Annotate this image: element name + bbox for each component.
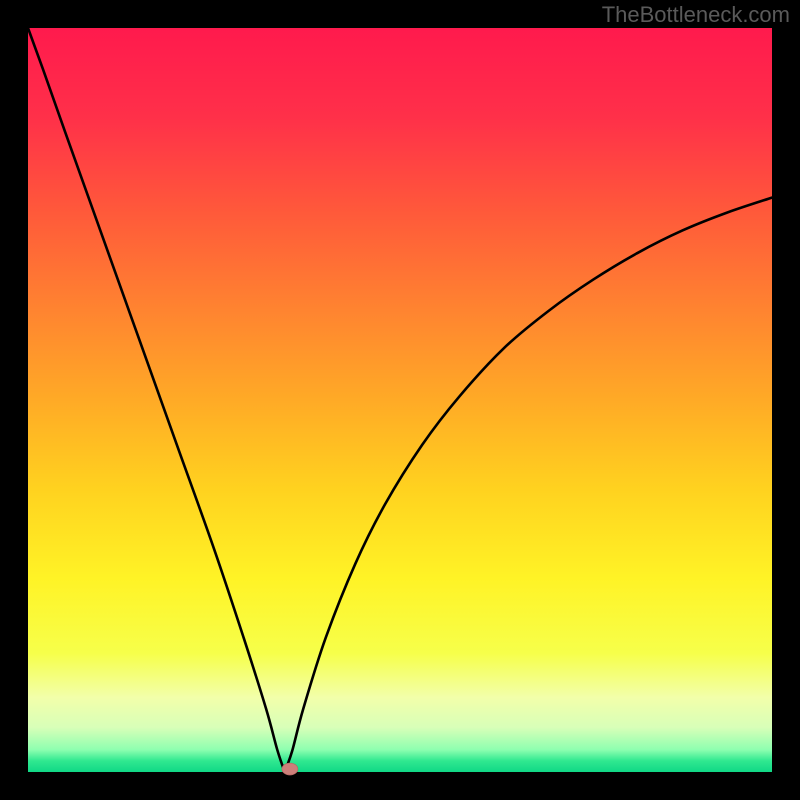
watermark-label: TheBottleneck.com (602, 2, 790, 28)
plot-background (28, 28, 772, 772)
optimal-marker (282, 763, 298, 775)
chart-frame: TheBottleneck.com (0, 0, 800, 800)
bottleneck-chart (0, 0, 800, 800)
